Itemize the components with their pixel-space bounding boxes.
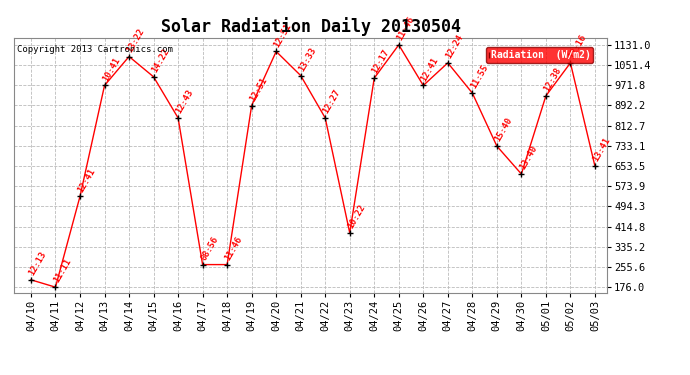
Legend: Radiation  (W/m2): Radiation (W/m2) — [486, 48, 593, 63]
Text: 10:41: 10:41 — [101, 56, 122, 82]
Text: 12:24: 12:24 — [444, 33, 465, 60]
Text: 13:40: 13:40 — [518, 144, 539, 171]
Text: 12:38: 12:38 — [542, 66, 563, 93]
Text: 12:17: 12:17 — [371, 48, 391, 75]
Text: Copyright 2013 Cartronics.com: Copyright 2013 Cartronics.com — [17, 45, 172, 54]
Text: 15:40: 15:40 — [493, 116, 514, 143]
Text: 11:46: 11:46 — [395, 15, 416, 42]
Text: 13:22: 13:22 — [126, 27, 146, 54]
Title: Solar Radiation Daily 20130504: Solar Radiation Daily 20130504 — [161, 17, 460, 36]
Text: 12:16: 12:16 — [566, 33, 588, 60]
Text: 12:51: 12:51 — [248, 75, 269, 103]
Text: 13:33: 13:33 — [297, 45, 318, 73]
Text: 13:41: 13:41 — [591, 136, 612, 164]
Text: 11:11: 11:11 — [52, 257, 72, 284]
Text: 14:22: 14:22 — [150, 47, 171, 74]
Text: 10:22: 10:22 — [346, 203, 367, 230]
Text: 12:13: 12:13 — [28, 250, 48, 277]
Text: 11:55: 11:55 — [469, 63, 490, 90]
Text: 12:41: 12:41 — [77, 166, 97, 194]
Text: 11:46: 11:46 — [224, 235, 244, 262]
Text: 12:51: 12:51 — [273, 21, 293, 49]
Text: 12:43: 12:43 — [175, 88, 195, 115]
Text: 12:27: 12:27 — [322, 88, 342, 115]
Text: 08:56: 08:56 — [199, 235, 220, 262]
Text: 12:41: 12:41 — [420, 56, 441, 82]
